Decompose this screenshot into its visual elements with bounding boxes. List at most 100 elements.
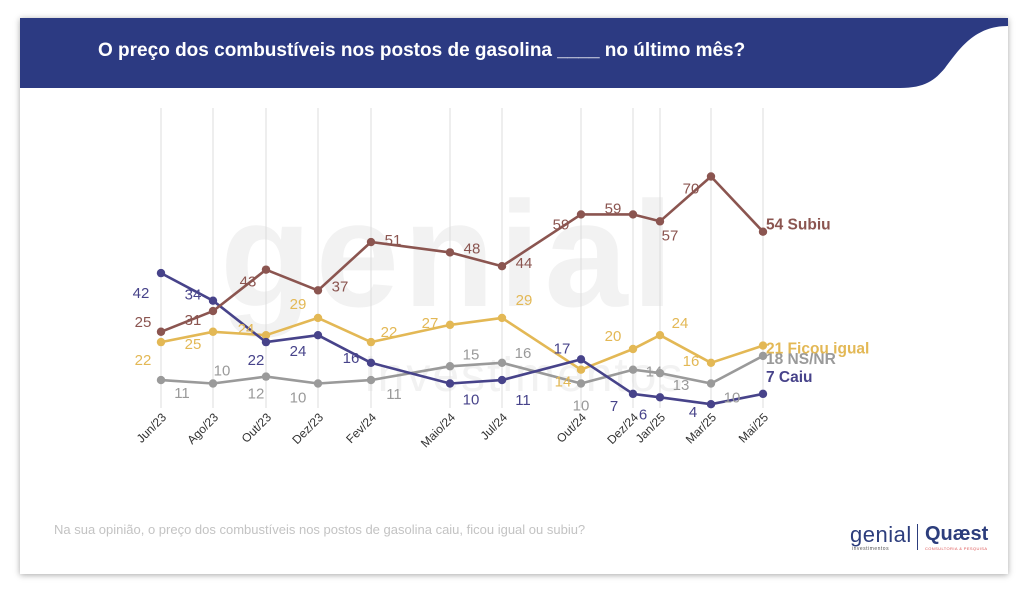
title-banner <box>20 18 1008 88</box>
data-point-ficou-igual <box>706 358 716 367</box>
data-point-caiu <box>655 393 665 402</box>
data-point-subiu <box>628 210 638 219</box>
data-label-ns-nr: 10 <box>573 398 590 415</box>
data-label-subiu: 44 <box>516 255 533 272</box>
end-label-ficou-igual: 21 Ficou igual <box>766 341 869 358</box>
data-point-ficou-igual <box>445 320 455 330</box>
data-point-ns-nr <box>366 375 376 385</box>
data-point-ns-nr <box>758 351 768 361</box>
data-point-ficou-igual <box>758 341 768 350</box>
x-tick-label: Fev/24 <box>343 410 379 446</box>
chart-card: O preço dos combustíveis nos postos de g… <box>20 18 1008 574</box>
data-label-ficou-igual: 29 <box>516 292 533 309</box>
genial-logo: genial investimentos <box>850 522 912 552</box>
data-point-ns-nr <box>208 379 218 388</box>
data-label-ns-nr: 15 <box>463 346 480 363</box>
data-label-ficou-igual: 25 <box>185 336 202 353</box>
data-label-ficou-igual: 24 <box>672 315 689 332</box>
data-label-caiu: 34 <box>185 287 202 304</box>
end-label-caiu: 7 Caiu <box>766 369 813 386</box>
data-point-caiu <box>445 379 455 388</box>
data-point-subiu <box>655 217 665 226</box>
data-point-ns-nr <box>628 365 638 374</box>
data-point-ns-nr <box>261 372 271 381</box>
line-chart: Jun/23 Ago/23 Out/23 Dez/23 Fev/24 Maio/24 Jul… <box>133 108 869 450</box>
data-point-subiu <box>366 237 376 247</box>
data-label-ns-nr: 10 <box>290 390 307 407</box>
series-line-caiu <box>160 271 764 406</box>
data-point-ficou-igual <box>655 331 665 340</box>
data-point-ficou-igual <box>366 337 376 347</box>
data-label-ficou-igual: 14 <box>555 374 572 391</box>
data-point-subiu <box>758 227 768 236</box>
x-tick-label: Maio/24 <box>418 410 458 450</box>
data-point-caiu <box>156 268 166 278</box>
data-label-subiu: 70 <box>683 181 700 198</box>
data-label-caiu: 24 <box>290 343 307 360</box>
data-label-ns-nr: 13 <box>673 377 690 394</box>
data-point-ns-nr <box>576 379 586 388</box>
data-label-ficou-igual: 16 <box>683 353 700 370</box>
data-label-ns-nr: 16 <box>515 345 532 362</box>
survey-question: Na sua opinião, o preço dos combustíveis… <box>54 522 586 537</box>
quaest-logo-sub: CONSULTORIA & PESQUISA <box>925 546 988 551</box>
data-point-subiu <box>208 306 218 316</box>
data-point-ficou-igual <box>628 344 638 354</box>
data-point-subiu <box>576 210 586 219</box>
data-label-ficou-igual: 22 <box>135 352 152 369</box>
data-label-caiu: 42 <box>133 285 150 302</box>
data-label-caiu: 22 <box>248 352 265 369</box>
end-label-ns-nr: 18 NS/NR <box>766 351 836 368</box>
data-label-ficou-igual: 29 <box>290 296 307 313</box>
data-point-subiu <box>313 286 323 295</box>
data-label-ns-nr: 12 <box>248 386 265 403</box>
data-label-subiu: 59 <box>605 200 622 217</box>
data-label-subiu: 48 <box>464 240 481 257</box>
data-label-caiu: 16 <box>343 350 360 367</box>
data-label-caiu: 7 <box>610 398 618 415</box>
data-label-subiu: 37 <box>332 278 349 295</box>
data-point-subiu <box>497 262 507 271</box>
data-label-subiu: 43 <box>240 274 257 291</box>
data-label-caiu: 6 <box>639 406 647 423</box>
quaest-logo: Quæst CONSULTORIA & PESQUISA <box>925 523 988 551</box>
data-point-caiu <box>497 375 507 385</box>
data-label-subiu: 59 <box>553 216 570 233</box>
data-label-subiu: 51 <box>385 232 402 249</box>
data-point-ficou-igual <box>208 327 218 336</box>
x-tick-label: Ago/23 <box>184 410 221 447</box>
data-label-subiu: 25 <box>135 314 152 331</box>
data-label-ficou-igual: 27 <box>422 315 439 332</box>
data-point-ficou-igual <box>576 365 586 374</box>
data-point-subiu <box>445 248 455 257</box>
x-tick-label: Out/24 <box>554 410 590 446</box>
data-label-ns-nr: 10 <box>214 363 231 380</box>
data-point-subiu <box>261 265 271 274</box>
data-point-ns-nr <box>313 379 323 388</box>
data-label-caiu: 4 <box>689 404 697 421</box>
data-point-ficou-igual <box>261 331 271 340</box>
data-point-caiu <box>706 400 716 409</box>
x-tick-label: Jul/24 <box>478 410 511 443</box>
data-label-caiu: 10 <box>463 392 480 409</box>
series-line-ns-nr <box>160 354 764 385</box>
data-label-ns-nr: 11 <box>386 386 402 403</box>
x-tick-label: Jun/23 <box>134 410 170 446</box>
data-point-caiu <box>576 355 586 364</box>
genial-logo-text: genial <box>850 522 912 547</box>
data-point-ns-nr <box>156 375 166 385</box>
x-tick-label: Dez/23 <box>289 410 326 447</box>
data-point-caiu <box>208 296 218 305</box>
data-label-ficou-igual: 22 <box>381 324 398 341</box>
data-label-ns-nr: 11 <box>174 385 190 402</box>
end-label-subiu: 54 Subiu <box>766 217 831 234</box>
data-point-caiu <box>758 389 768 399</box>
data-point-ficou-igual <box>156 337 166 347</box>
data-point-subiu <box>706 172 716 181</box>
data-label-subiu: 57 <box>662 227 679 244</box>
data-point-ns-nr <box>706 379 716 388</box>
chart-title: O preço dos combustíveis nos postos de g… <box>98 40 746 61</box>
data-point-ficou-igual <box>497 313 507 323</box>
data-label-ns-nr: 10 <box>724 390 741 407</box>
data-label-ficou-igual: 20 <box>605 328 622 345</box>
